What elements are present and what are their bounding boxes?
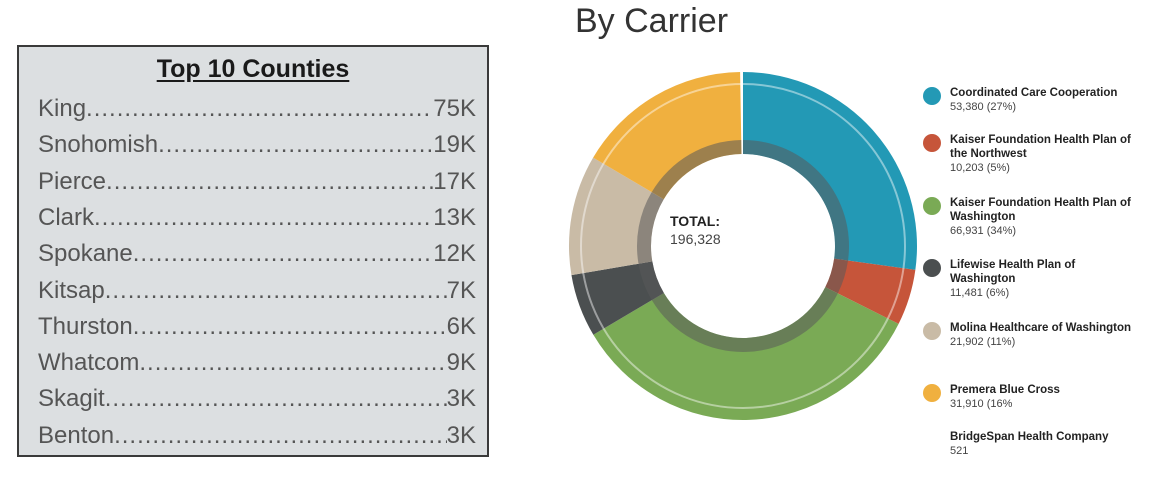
legend-swatch-icon [923,384,941,402]
counties-title: Top 10 Counties [156,55,350,83]
dot-leader [86,95,433,123]
legend-item[interactable]: Molina Healthcare of Washington 21,902 (1… [923,321,1150,349]
county-row: Spokane 12K [38,240,476,274]
county-name: Pierce [38,167,107,195]
legend-swatch-icon [923,259,941,277]
county-row: Skagit 3K [38,385,476,419]
dot-leader [106,168,433,196]
county-value: 12K [433,240,476,268]
county-name: Thurston [38,312,133,340]
legend-name: Lifewise Health Plan of Washington [950,259,1076,285]
inner-ring-segment [651,287,838,352]
inner-ring-segment [638,261,664,301]
inner-ring-segment [825,258,848,294]
dot-leader [133,240,434,268]
county-name: Kitsap [38,276,105,304]
county-row: Pierce 17K [38,168,476,202]
dot-leader [105,277,447,305]
county-value: 7K [446,276,476,304]
legend-name: Kaiser Foundation Health Plan of the Nor… [950,134,1131,160]
county-value: 3K [446,385,476,413]
county-value: 17K [433,167,476,195]
legend-swatch-icon [923,87,941,105]
legend-swatch-icon [923,134,941,152]
legend-item[interactable]: Kaiser Foundation Health Plan of the Nor… [923,133,1150,175]
county-name: Snohomish [38,131,159,159]
inner-ring-segment [637,192,664,264]
donut-slice[interactable] [743,72,917,270]
legend-value: 521 [950,445,969,457]
county-name: Spokane [38,240,133,268]
donut-slice[interactable] [593,72,742,200]
county-value: 75K [433,95,476,122]
dot-leader [105,385,447,413]
county-name: Clark [38,203,95,231]
center-label: TOTAL: [670,213,720,229]
legend-item[interactable]: Coordinated Care Cooperation 53,380 (27%) [923,86,1150,114]
dot-leader [114,422,447,450]
county-row: Kitsap 7K [38,277,476,311]
legend-item[interactable]: Lifewise Health Plan of Washington 11,481… [923,258,1150,300]
outer-highlight-ring [580,83,906,409]
county-row: Benton 3K [38,422,476,456]
county-name: Benton [38,421,115,449]
legend-item[interactable]: Premera Blue Cross 31,910 (16% [923,383,1150,411]
dot-leader [133,313,447,341]
legend-value: 11,481 (6%) [950,287,1010,299]
legend-name: Kaiser Foundation Health Plan of Washing… [950,197,1131,223]
inner-ring-segment [743,140,849,261]
county-value: 13K [433,203,476,231]
county-value: 3K [446,421,476,449]
county-name: Whatcom [38,349,140,377]
legend-value: 53,380 (27%) [950,101,1017,113]
top-counties-panel: Top 10 Counties King 75KSnohomish19KPier… [17,45,489,457]
legend-name: Coordinated Care Cooperation [950,87,1118,99]
donut-slice[interactable] [571,261,664,335]
county-row: King 75K [38,95,476,129]
county-name: Skagit [38,385,105,413]
county-value: 9K [446,349,476,377]
legend-value: 31,910 (16% [950,398,1013,410]
dot-leader [94,204,433,232]
legend-name: BridgeSpan Health Company [950,431,1109,443]
county-name: King [38,95,87,122]
chart-title: By Carrier [575,2,729,40]
center-value: 196,328 [670,231,721,247]
legend-swatch-icon [923,197,941,215]
legend-swatch-icon [923,322,941,340]
county-row: Whatcom 9K [38,349,476,383]
legend-value: 21,902 (11%) [950,336,1016,348]
legend-value: 66,931 (34%) [950,225,1017,237]
legend-item[interactable]: Kaiser Foundation Health Plan of Washing… [923,196,1150,238]
county-row: Thurston 6K [38,313,476,347]
legend-value: 10,203 (5%) [950,162,1010,174]
dot-leader [139,349,446,377]
county-value: 6K [446,312,476,340]
legend-name: Molina Healthcare of Washington [950,322,1132,334]
county-row: Snohomish 19K [38,131,476,165]
inner-ring-segment [651,140,742,200]
donut-chart: TOTAL: 196,328 [569,72,917,420]
legend-item[interactable]: BridgeSpan Health Company 521 [950,430,1150,458]
county-value: 19K [433,131,476,159]
county-row: Clark 13K [38,204,476,238]
legend-name: Premera Blue Cross [950,384,1060,396]
donut-slice[interactable] [825,258,916,324]
dot-leader [158,131,433,159]
